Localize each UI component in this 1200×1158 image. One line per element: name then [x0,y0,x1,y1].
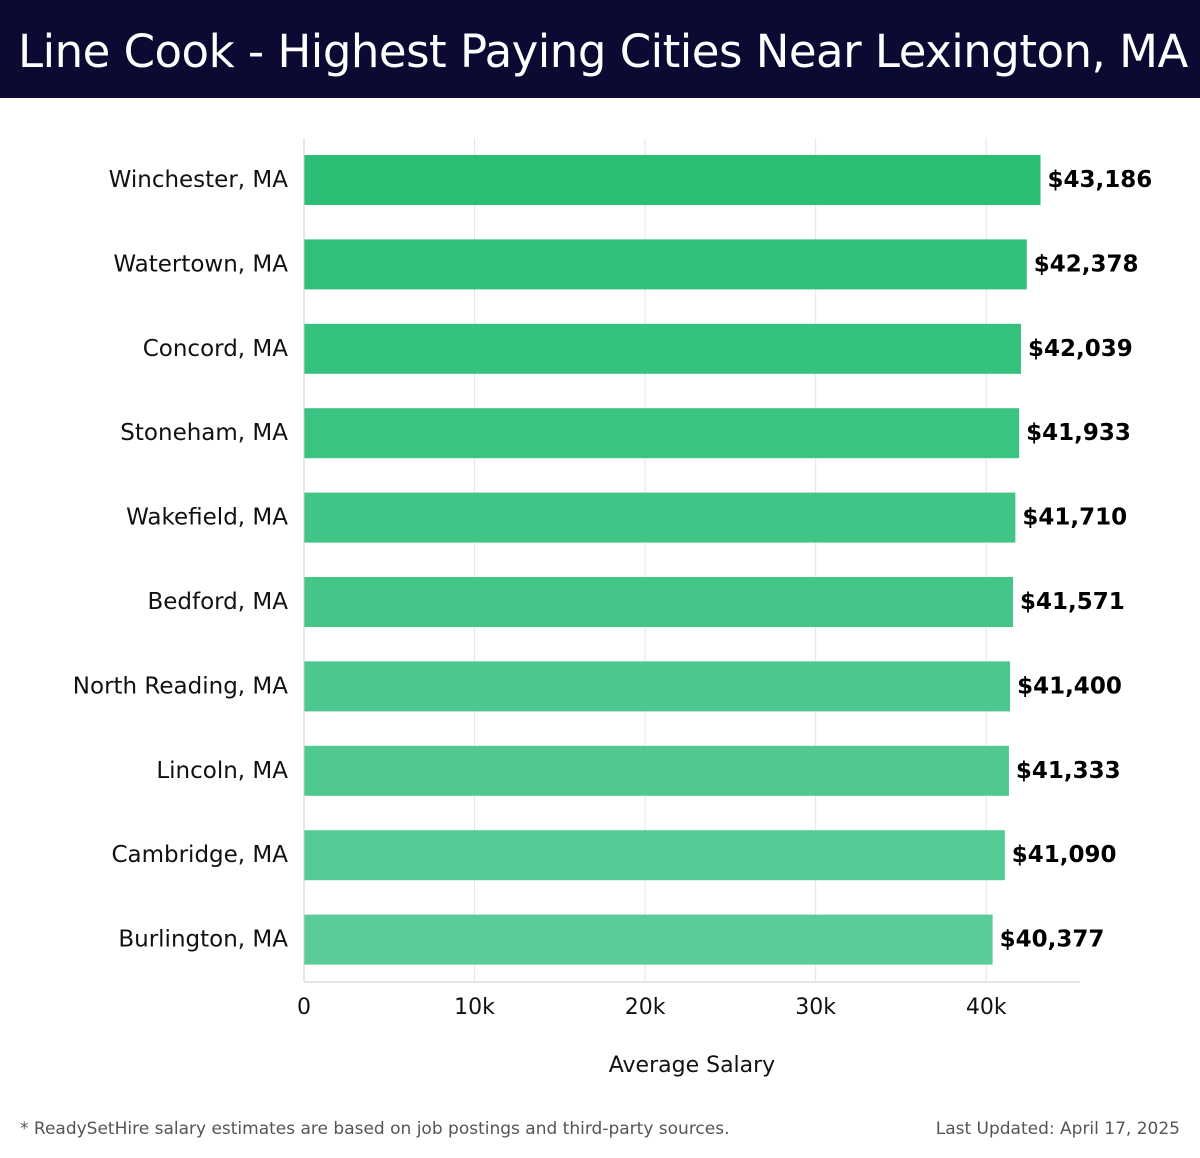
value-label-1: $42,378 [1034,251,1139,277]
category-label-0: Winchester, MA [109,167,289,193]
value-label-2: $42,039 [1028,336,1133,362]
value-label-3: $41,933 [1026,420,1131,446]
bar-5 [304,577,1013,627]
value-labels: $43,186 $42,378 $42,039 $41,933 $41,710 $41,5… [1000,167,1153,953]
category-label-6: North Reading, MA [73,673,288,699]
bar-1 [304,239,1027,290]
bar-7 [304,745,1009,796]
value-label-7: $41,333 [1016,758,1121,784]
x-axis: 0 10k 20k 30k 40k Average Salary [297,138,1080,1078]
category-label-2: Concord, MA [143,336,289,362]
category-label-3: Stoneham, MA [120,420,288,446]
bar-3 [304,408,1020,459]
category-label-9: Burlington, MA [118,927,288,953]
value-label-0: $43,186 [1048,167,1153,193]
bar-4 [304,492,1016,543]
x-axis-title: Average Salary [609,1053,775,1078]
bars [304,155,1041,965]
bar-2 [304,323,1021,374]
category-label-5: Bedford, MA [147,589,288,615]
value-label-6: $41,400 [1017,673,1122,699]
x-tick-label-20k: 20k [625,995,666,1020]
x-tick-label-30k: 30k [795,995,836,1020]
bar-9 [304,914,993,965]
chart-header: Line Cook - Highest Paying Cities Near L… [0,0,1200,98]
bar-8 [304,830,1005,881]
category-label-4: Wakefield, MA [126,505,288,531]
category-labels: Winchester, MA Watertown, MA Concord, MA St… [73,167,288,953]
category-label-1: Watertown, MA [113,251,288,277]
category-label-7: Lincoln, MA [156,758,288,784]
x-tick-label-10k: 10k [454,995,495,1020]
last-updated: Last Updated: April 17, 2025 [935,1119,1180,1139]
value-label-9: $40,377 [1000,927,1105,953]
value-label-8: $41,090 [1012,842,1117,868]
x-tick-label-40k: 40k [966,995,1007,1020]
footnote: * ReadySetHire salary estimates are base… [20,1119,730,1139]
value-label-4: $41,710 [1022,505,1127,531]
bar-6 [304,661,1011,712]
x-tick-label-0: 0 [297,995,311,1020]
bar-0 [304,155,1041,205]
category-label-8: Cambridge, MA [111,842,288,868]
salary-bar-chart: Winchester, MA Watertown, MA Concord, MA St… [73,138,1153,1078]
value-label-5: $41,571 [1020,589,1125,615]
chart-title: Line Cook - Highest Paying Cities Near L… [18,25,1188,78]
